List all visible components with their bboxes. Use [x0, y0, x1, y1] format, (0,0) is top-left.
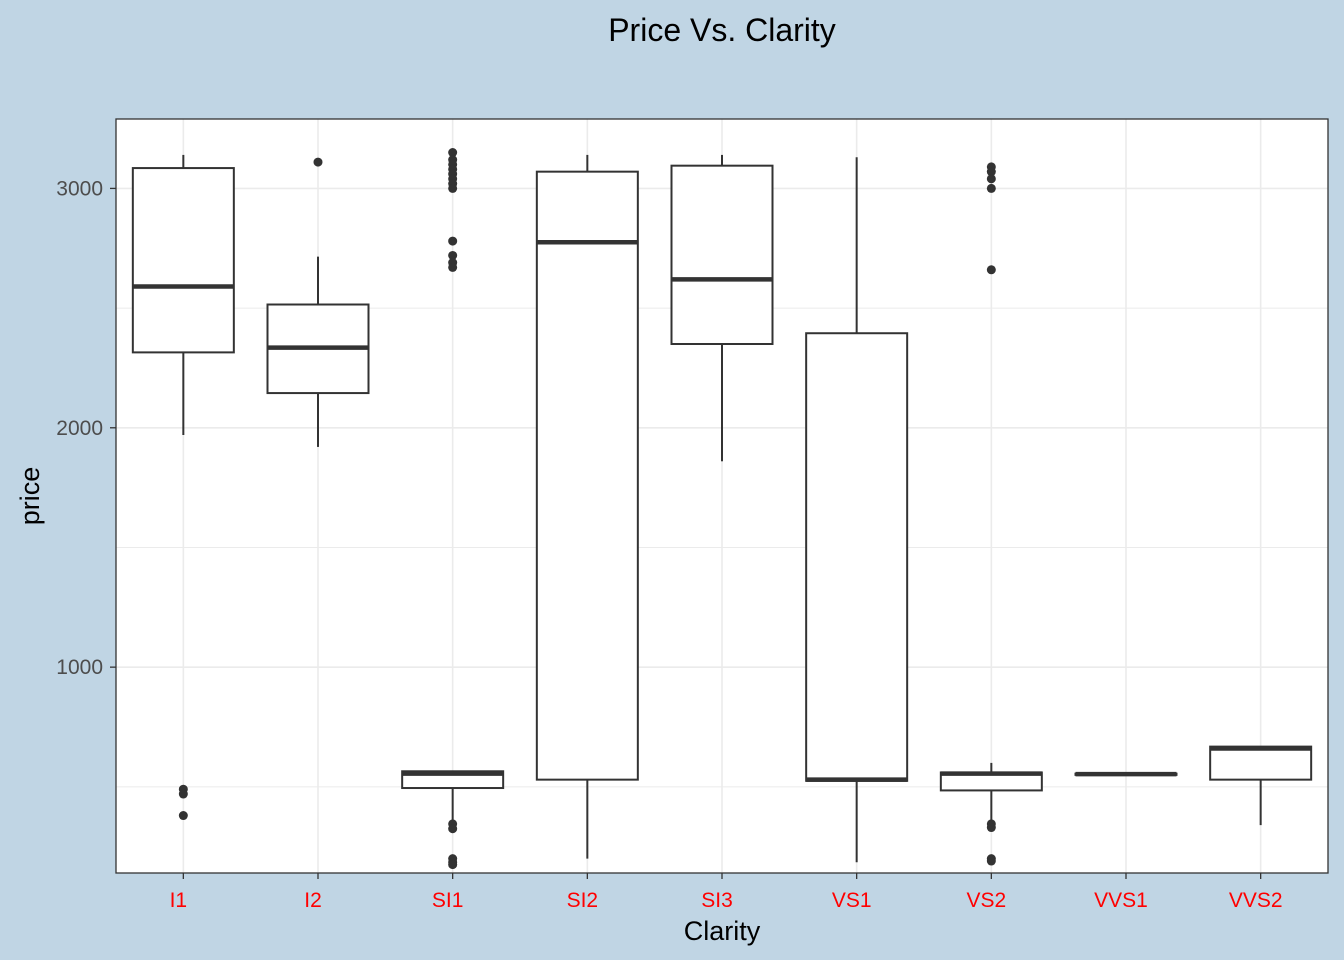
box-series	[131, 148, 1313, 870]
box-si2	[535, 154, 639, 859]
outlier-point	[448, 262, 458, 272]
box-body	[805, 332, 909, 782]
outlier-point	[986, 823, 996, 833]
outlier-point	[448, 183, 458, 193]
outlier-point	[986, 183, 996, 193]
outlier-point	[448, 824, 458, 834]
box-si1	[401, 148, 505, 870]
x-tick-label: SI1	[432, 889, 464, 912]
box-body	[131, 167, 235, 354]
y-tick-label: 2000	[56, 417, 103, 440]
y-axis-title: price	[15, 467, 45, 526]
box-i1	[131, 154, 235, 821]
outlier-point	[448, 148, 458, 158]
outlier-point	[986, 174, 996, 184]
y-tick-label: 1000	[56, 656, 103, 679]
outlier-point	[448, 236, 458, 246]
outlier-point	[986, 167, 996, 177]
y-tick-label: 3000	[56, 177, 103, 200]
x-tick-label: SI3	[701, 889, 733, 912]
outlier-point	[448, 250, 458, 260]
axes: 1000 2000 3000 I1 I2 SI1 SI2 SI3 VS1 VS2 VVS1 VVS2	[56, 177, 1282, 912]
outlier-point	[448, 860, 458, 870]
box-vvs1	[1074, 771, 1178, 777]
x-tick-label: VS2	[966, 889, 1006, 912]
box-vvs2	[1209, 745, 1313, 826]
x-tick-label: SI2	[567, 889, 599, 912]
x-tick-label: VS1	[832, 889, 872, 912]
x-tick-label: I2	[304, 889, 322, 912]
chart-title: Price Vs. Clarity	[608, 12, 836, 48]
box-body	[670, 164, 774, 346]
x-tick-label: I1	[170, 889, 188, 912]
x-tick-label: VVS2	[1229, 889, 1283, 912]
box-body	[535, 170, 639, 781]
outlier-point	[986, 265, 996, 275]
x-axis-title: Clarity	[684, 916, 761, 946]
box-vs2	[939, 162, 1043, 866]
box-body	[1209, 745, 1313, 781]
box-i2	[266, 157, 370, 447]
box-si3	[670, 154, 774, 462]
outlier-point	[986, 856, 996, 866]
box-vs1	[805, 157, 909, 863]
outlier-point	[178, 789, 188, 799]
x-tick-label: VVS1	[1094, 889, 1148, 912]
outlier-point	[178, 811, 188, 821]
outlier-point	[313, 157, 323, 167]
